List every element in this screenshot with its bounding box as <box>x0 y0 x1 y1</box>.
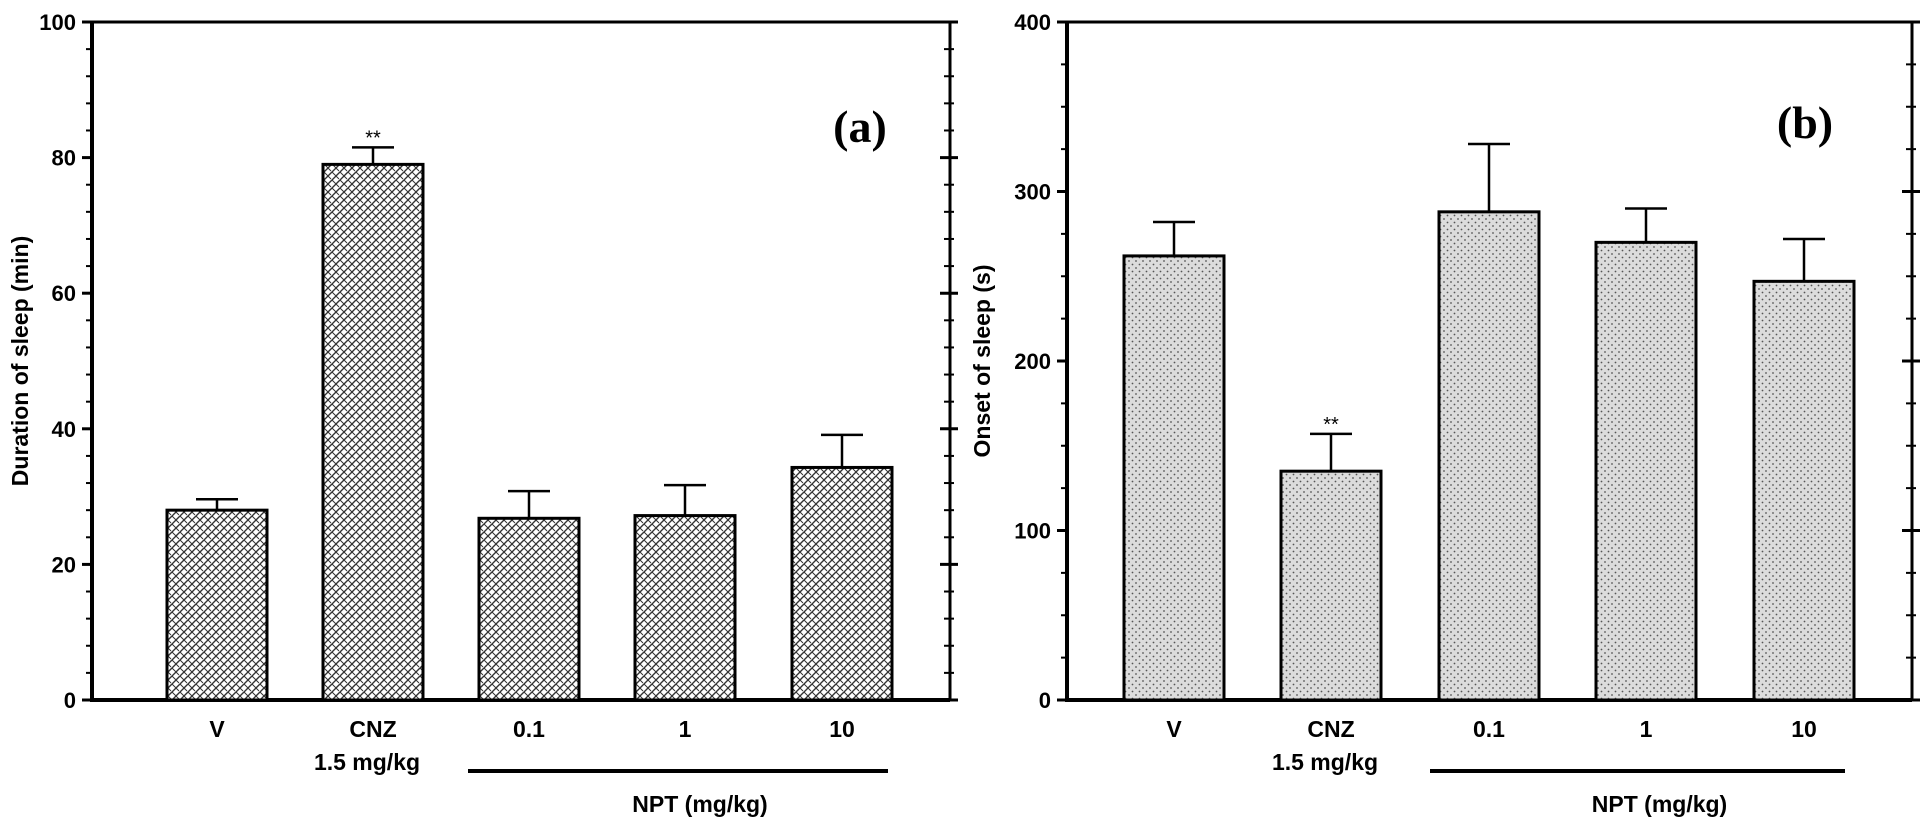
bar <box>1752 279 1856 702</box>
bar <box>633 514 737 702</box>
x-tick-label: CNZ <box>349 716 396 742</box>
x-tick-label: V <box>1166 716 1182 742</box>
bar <box>321 162 425 702</box>
y-tick-label: 200 <box>1014 349 1051 374</box>
chart-panel-b: 0 100 200 300 400 Onset of sleep (s) (b) V ** CNZ… <box>969 10 1920 817</box>
y-tick-label: 20 <box>52 552 76 577</box>
bar <box>165 508 269 702</box>
group-label: NPT (mg/kg) <box>632 791 767 817</box>
x-tick-label: CNZ <box>1307 716 1354 742</box>
y-tick-label: 0 <box>64 688 76 713</box>
y-tick-label: 40 <box>52 417 76 442</box>
x-tick-label: V <box>209 716 225 742</box>
y-tick-label: 60 <box>52 281 76 306</box>
panel-label: (b) <box>1777 97 1833 148</box>
bar <box>477 516 581 702</box>
x-tick-sublabel: 1.5 mg/kg <box>1272 749 1378 775</box>
bar <box>790 465 894 702</box>
x-tick-label: 0.1 <box>1473 716 1505 742</box>
x-tick-sublabel: 1.5 mg/kg <box>314 749 420 775</box>
group-label: NPT (mg/kg) <box>1592 791 1727 817</box>
bar <box>1594 240 1698 702</box>
x-tick-label: 10 <box>829 716 855 742</box>
x-tick-label: 10 <box>1791 716 1817 742</box>
bar <box>1122 254 1226 702</box>
y-tick-label: 100 <box>39 10 76 35</box>
x-tick-label: 0.1 <box>513 716 545 742</box>
y-axis-title: Onset of sleep (s) <box>969 265 995 458</box>
significance-marker: ** <box>1323 414 1339 436</box>
significance-marker: ** <box>365 127 381 149</box>
y-tick-label: 300 <box>1014 180 1051 205</box>
bar <box>1437 210 1541 702</box>
x-tick-label: 1 <box>1640 716 1653 742</box>
x-tick-label: 1 <box>679 716 692 742</box>
y-tick-label: 0 <box>1039 688 1051 713</box>
y-axis-title: Duration of sleep (min) <box>7 236 33 486</box>
y-tick-label: 400 <box>1014 10 1051 35</box>
y-tick-label: 100 <box>1014 519 1051 544</box>
panel-label: (a) <box>833 101 887 152</box>
chart-panel-a: 0 20 40 60 80 100 Duration of sleep (min) (a) V *… <box>7 10 958 817</box>
bar <box>1279 469 1383 702</box>
y-tick-label: 80 <box>52 146 76 171</box>
